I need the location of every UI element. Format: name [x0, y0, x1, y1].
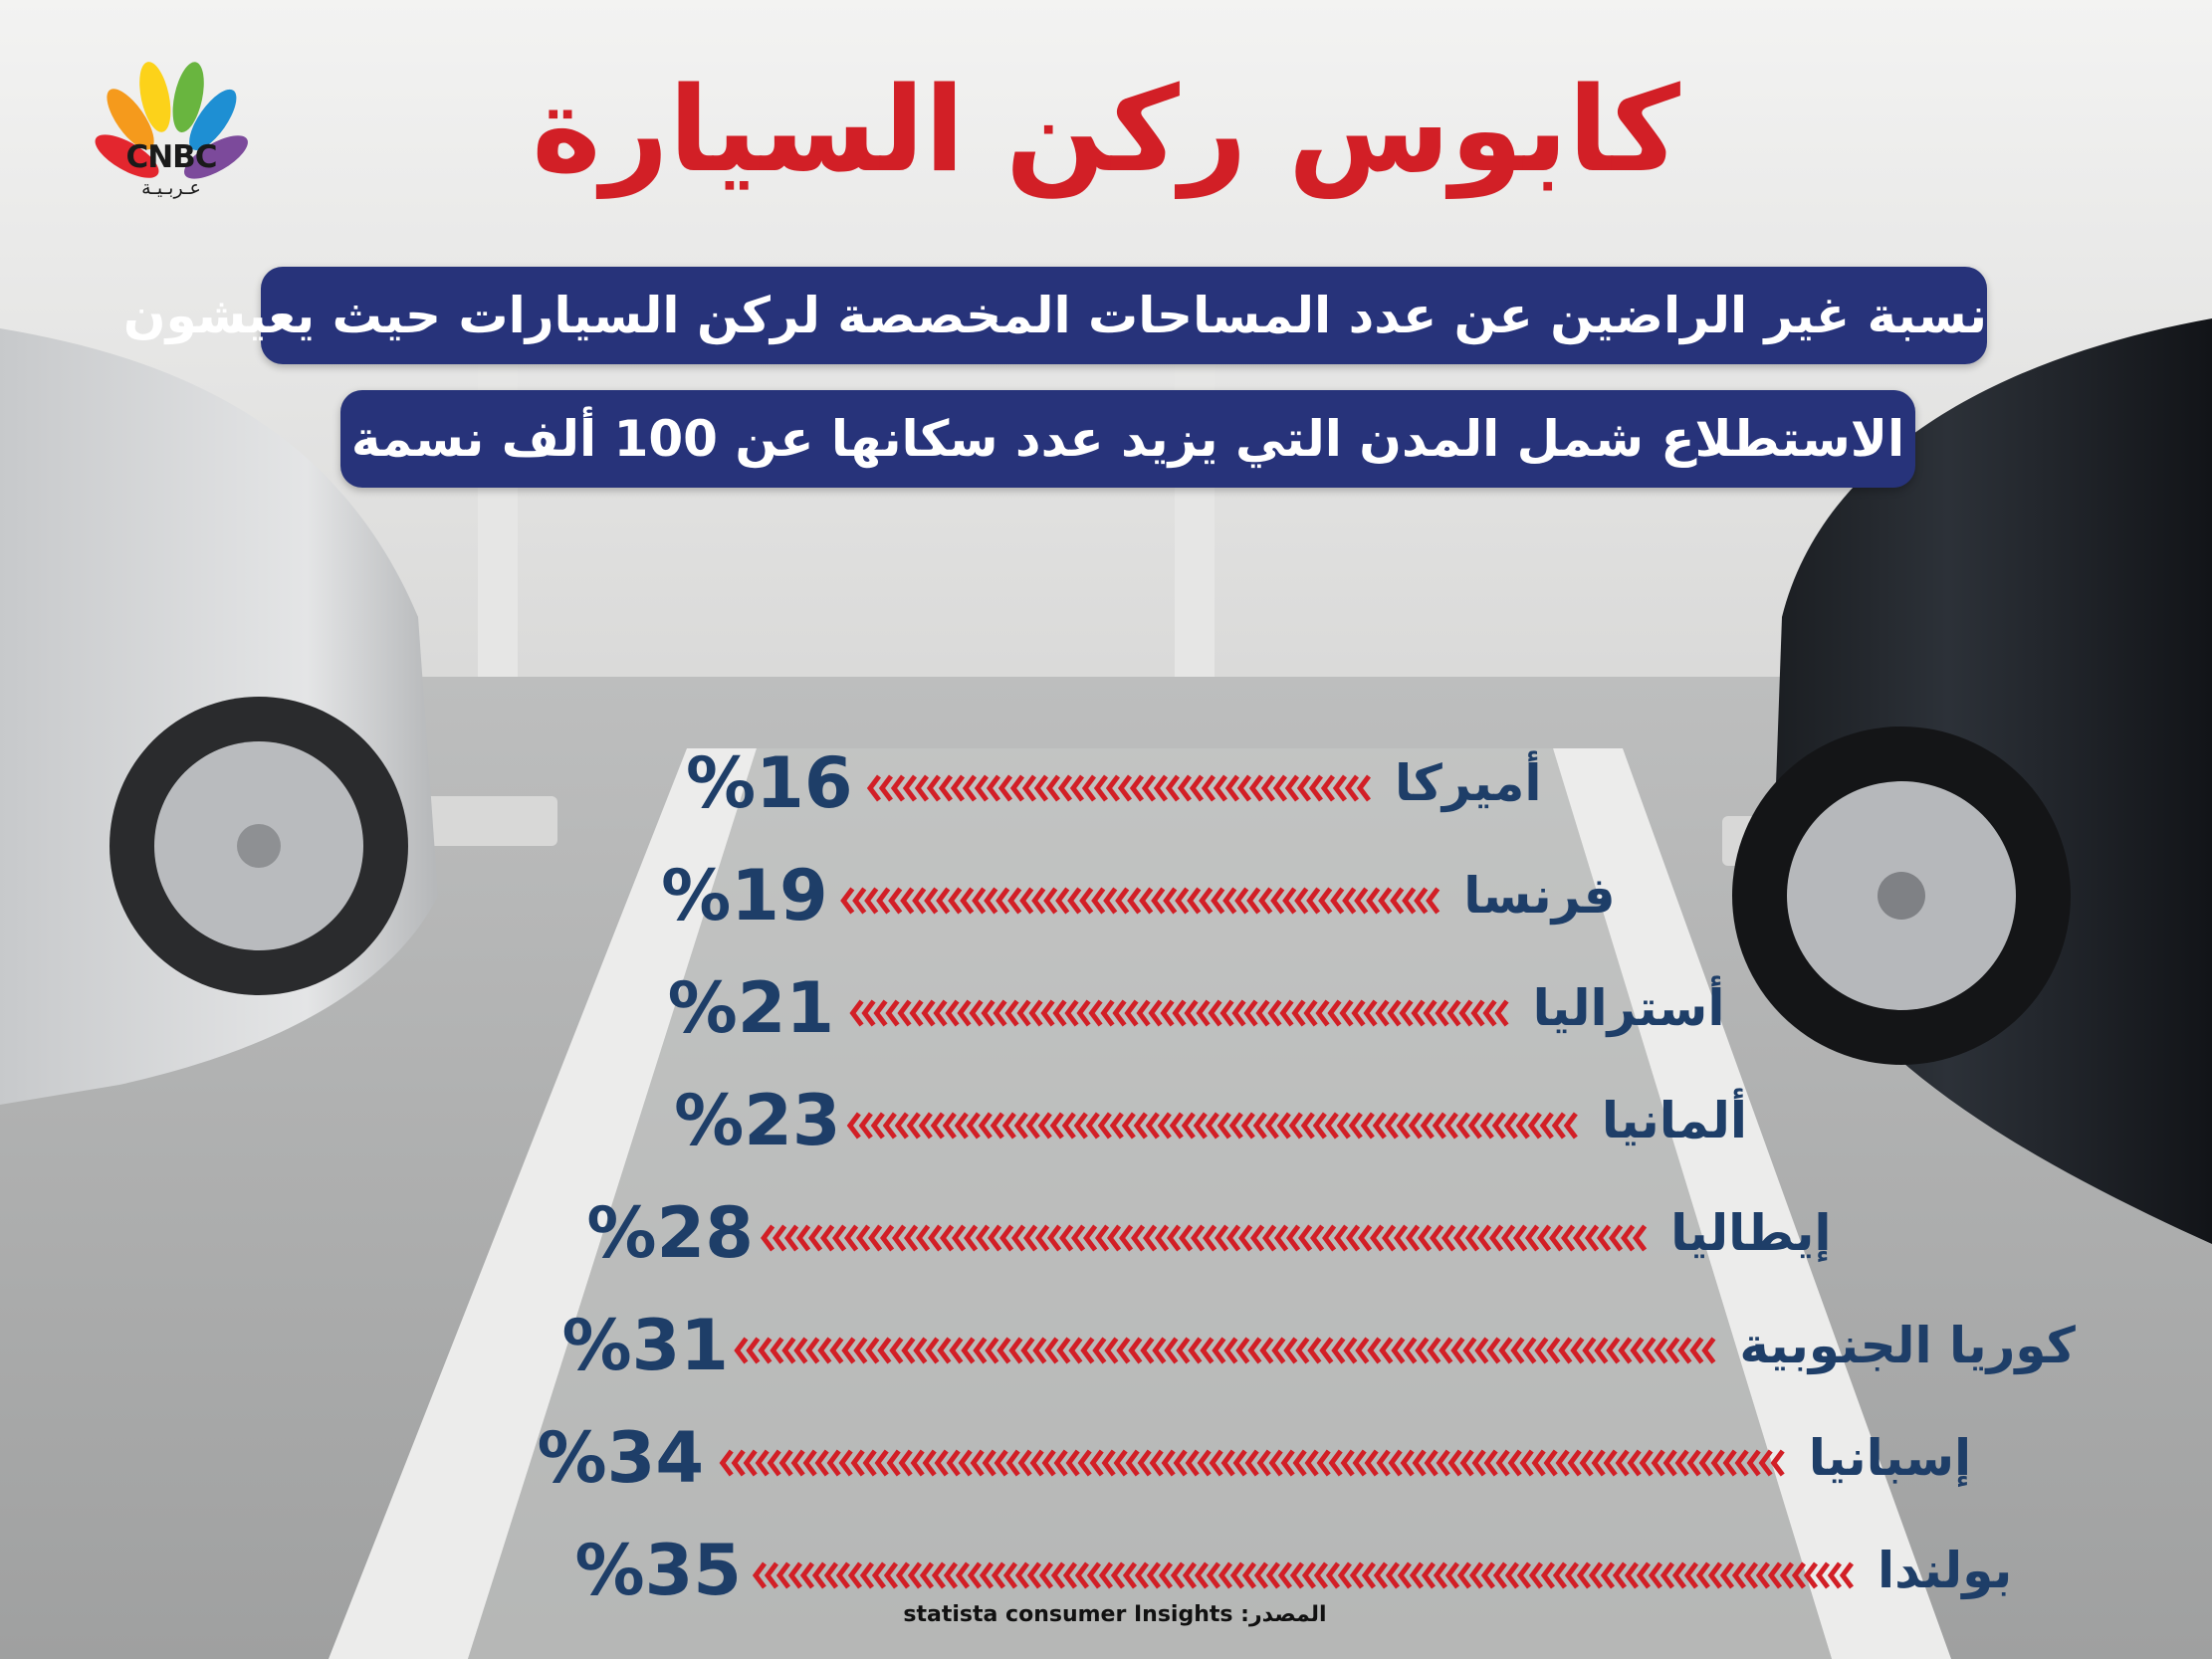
cnbc-peacock-icon	[95, 62, 248, 179]
chart-bar	[849, 999, 1509, 1027]
value-label: %35	[574, 1530, 742, 1611]
note-pill: الاستطلاع شمل المدن التي يزيد عدد سكانها…	[340, 390, 1915, 488]
chart-bar	[719, 1449, 1785, 1477]
category-label: إسبانيا	[1808, 1429, 1972, 1487]
page-title: كابوس ركن السيارة	[532, 61, 1680, 198]
value-label: %31	[561, 1305, 730, 1386]
category-label: أميركا	[1395, 754, 1542, 812]
category-label: ألمانيا	[1601, 1092, 1748, 1149]
chart-bar	[866, 774, 1371, 802]
chart-bar	[752, 1561, 1854, 1589]
category-label: كوريا الجنوبية	[1739, 1317, 2076, 1374]
category-label: فرنسا	[1463, 867, 1616, 925]
chart-bar	[761, 1224, 1648, 1252]
value-label: %34	[537, 1417, 705, 1499]
value-label: %23	[674, 1080, 841, 1161]
logo-text: CNBC	[125, 139, 217, 175]
value-label: %16	[686, 742, 853, 824]
chart-bar	[840, 887, 1440, 915]
subtitle-pill: نسبة غير الراضين عن عدد المساحات المخصصة…	[123, 267, 1987, 364]
value-label: %19	[661, 855, 828, 936]
category-label: إيطاليا	[1670, 1204, 1832, 1262]
value-label: %28	[586, 1192, 754, 1274]
source-note: statista consumer Insights :المصدر	[903, 1602, 1327, 1627]
chevron-bars	[719, 774, 1854, 1589]
category-label: بولندا	[1878, 1542, 2013, 1599]
logo-subtext: عـربـيـة	[141, 177, 201, 199]
chart-bar	[846, 1112, 1578, 1140]
value-label: %21	[667, 967, 835, 1049]
category-label: أستراليا	[1532, 979, 1725, 1037]
chart-bar	[734, 1337, 1716, 1364]
